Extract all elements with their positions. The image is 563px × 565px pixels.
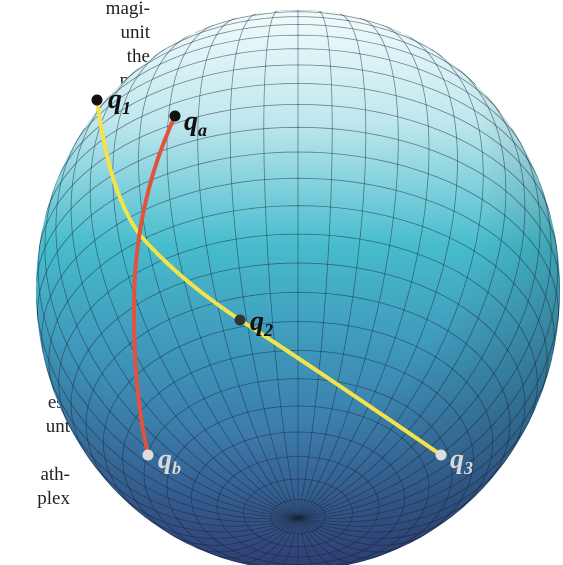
point	[143, 450, 154, 461]
label-base: q	[450, 444, 464, 475]
text-line: unit	[120, 22, 150, 43]
point	[92, 95, 103, 106]
text-line: plex	[37, 488, 70, 509]
label-sub: 3	[463, 458, 473, 478]
point	[436, 450, 447, 461]
text-line: ath-	[40, 464, 70, 485]
point	[170, 111, 181, 122]
figure: magi-unittheper-onsnaes)untath-plex q1qa…	[0, 0, 563, 565]
label-sub: 1	[122, 98, 131, 118]
text-line: magi-	[106, 0, 150, 19]
label-sub: b	[172, 458, 181, 478]
label-base: q	[158, 444, 172, 475]
label-base: q	[108, 84, 122, 115]
label-base: q	[250, 306, 264, 337]
label-base: q	[184, 106, 198, 137]
label-sub: 2	[263, 320, 273, 340]
point	[235, 315, 246, 326]
label-sub: a	[198, 120, 207, 140]
